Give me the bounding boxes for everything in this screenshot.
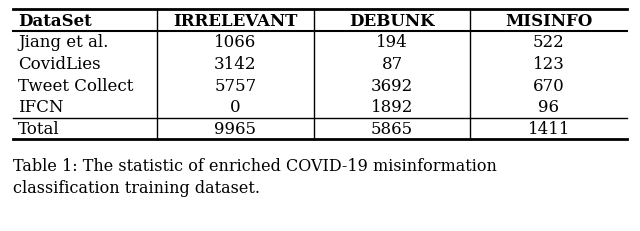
Text: 3692: 3692 (371, 77, 413, 94)
Text: DEBUNK: DEBUNK (349, 13, 435, 30)
Text: 670: 670 (533, 77, 564, 94)
Text: 0: 0 (230, 99, 241, 116)
Text: 87: 87 (381, 56, 403, 73)
Text: Tweet Collect: Tweet Collect (18, 77, 133, 94)
Text: 1066: 1066 (214, 34, 257, 51)
Text: 5865: 5865 (371, 121, 413, 137)
Text: 522: 522 (533, 34, 564, 51)
Text: Total: Total (18, 121, 60, 137)
Text: IFCN: IFCN (18, 99, 63, 116)
Text: 3142: 3142 (214, 56, 257, 73)
Text: CovidLies: CovidLies (18, 56, 100, 73)
Text: 1892: 1892 (371, 99, 413, 116)
Text: DataSet: DataSet (18, 13, 92, 30)
Text: MISINFO: MISINFO (505, 13, 593, 30)
Text: IRRELEVANT: IRRELEVANT (173, 13, 298, 30)
Text: 9965: 9965 (214, 121, 257, 137)
Text: Jiang et al.: Jiang et al. (18, 34, 108, 51)
Text: 96: 96 (538, 99, 559, 116)
Text: 194: 194 (376, 34, 408, 51)
Text: 5757: 5757 (214, 77, 257, 94)
Text: 1411: 1411 (527, 121, 570, 137)
Text: 123: 123 (533, 56, 564, 73)
Text: Table 1: The statistic of enriched COVID-19 misinformation
classification traini: Table 1: The statistic of enriched COVID… (13, 157, 497, 196)
